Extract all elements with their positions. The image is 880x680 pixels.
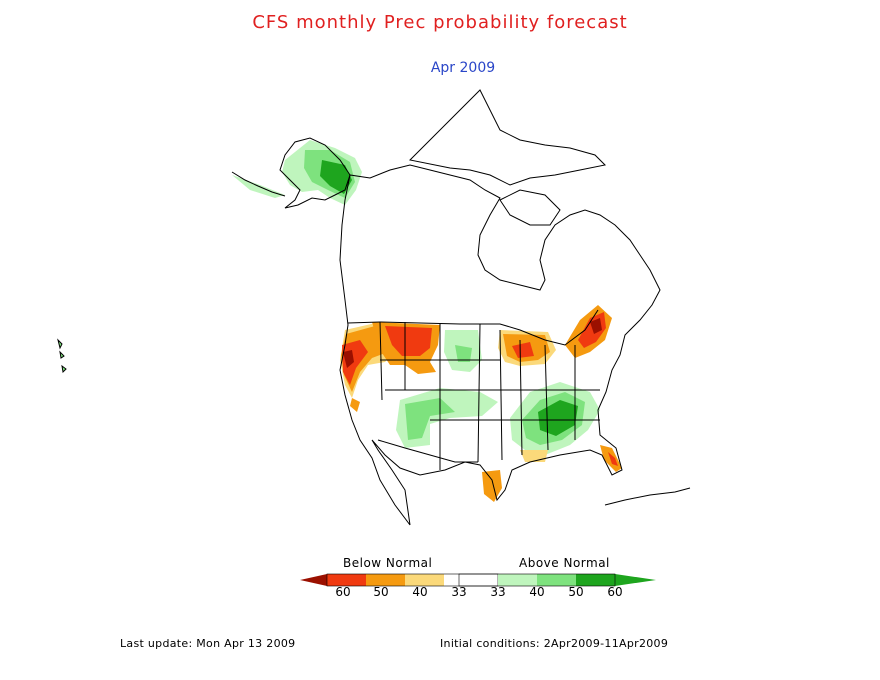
northeast-below-60 xyxy=(590,318,602,334)
legend-tick: 33 xyxy=(451,585,467,599)
coastlines xyxy=(57,89,691,526)
legend-below-label: Below Normal xyxy=(343,556,433,570)
legend-swatch-above-40 xyxy=(498,574,537,586)
texas-below-33 xyxy=(520,450,548,462)
probability-shading xyxy=(58,140,622,502)
texas-below-40 xyxy=(482,470,502,502)
legend-tick: 33 xyxy=(490,585,506,599)
last-update-text: Last update: Mon Apr 13 2009 xyxy=(120,637,296,650)
state-lines xyxy=(379,321,600,470)
montana-below-50 xyxy=(385,326,432,356)
north-america-coast xyxy=(339,164,661,526)
aleutian-islands xyxy=(231,171,286,197)
baffin-island xyxy=(499,189,561,226)
legend-arrow-right xyxy=(615,574,656,586)
hawaii-islands xyxy=(57,338,67,374)
alaska-coast xyxy=(279,137,351,209)
greatlakes-below-50 xyxy=(512,342,534,358)
norcal-below-40 xyxy=(350,398,360,412)
cuba xyxy=(604,487,691,506)
pacnw-below-60 xyxy=(343,350,354,368)
legend-swatch-above-50 xyxy=(537,574,576,586)
legend-swatch-above-60 xyxy=(576,574,615,586)
dakota-above-50 xyxy=(455,345,472,362)
legend-swatch-below-50 xyxy=(327,574,366,586)
legend-arrow-left xyxy=(300,574,327,586)
legend-swatch-below-33 xyxy=(405,574,444,586)
us-mexico-border xyxy=(377,439,478,463)
legend-tick: 40 xyxy=(529,585,545,599)
legend-tick: 60 xyxy=(607,585,623,599)
map-title: CFS monthly Prec probability forecast xyxy=(252,12,628,33)
legend-tick: 60 xyxy=(335,585,351,599)
arctic-islands xyxy=(408,89,607,186)
legend-above-label: Above Normal xyxy=(519,556,610,570)
initial-conditions-text: Initial conditions: 2Apr2009-11Apr2009 xyxy=(440,637,669,650)
southeast-above-60 xyxy=(538,400,578,436)
us-canada-border xyxy=(347,309,599,346)
legend-swatch-below-40 xyxy=(366,574,405,586)
florida-below-50 xyxy=(608,452,618,466)
alaska-above-60 xyxy=(320,160,352,194)
legend-colorbar xyxy=(300,573,656,587)
legend-tick: 50 xyxy=(373,585,389,599)
legend-tick: 50 xyxy=(568,585,584,599)
plains-above-50 xyxy=(405,398,455,440)
legend-tick: 40 xyxy=(412,585,428,599)
map-subtitle: Apr 2009 xyxy=(430,60,496,76)
